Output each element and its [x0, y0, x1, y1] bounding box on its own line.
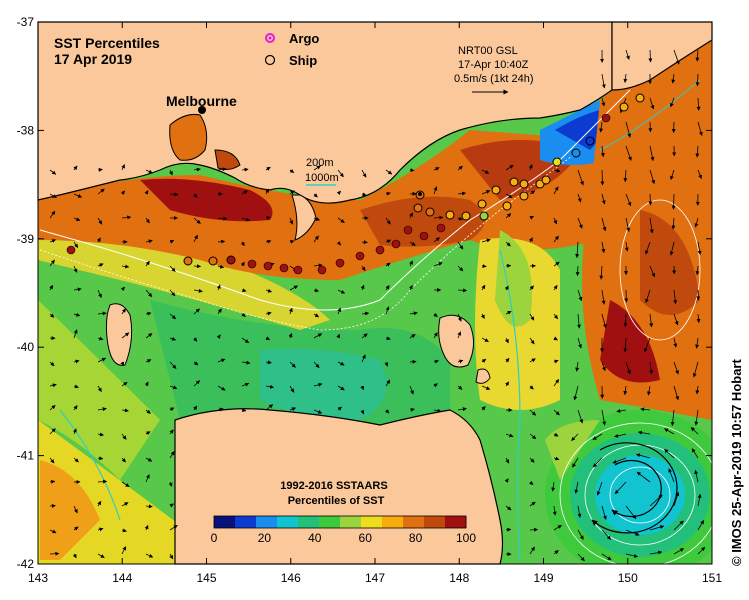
colorbar-tick-label: 20 — [258, 531, 272, 545]
colorbar-title: 1992-2016 SSTAARS — [280, 480, 387, 492]
colorbar-segment — [340, 516, 362, 528]
current-scale: 0.5m/s (1kt 24h) — [454, 73, 533, 85]
ship-label: Ship — [289, 53, 317, 68]
symbol-legend: Argo Ship — [264, 31, 319, 68]
current-time: 17-Apr 10:40Z — [458, 59, 529, 71]
x-tick-label: 143 — [28, 571, 48, 585]
y-tick-label: -38 — [17, 123, 35, 137]
y-tick-label: -40 — [17, 340, 35, 354]
depth-legend: 200m 1000m — [305, 157, 339, 186]
x-tick-label: 150 — [618, 571, 638, 585]
x-tick-label: 148 — [449, 571, 469, 585]
x-axis: 143 144 145 146 147 148 149 150 151 — [28, 22, 722, 585]
contour-200m-label: 200m — [306, 157, 334, 169]
contour-1000m-label: 1000m — [305, 172, 339, 184]
argo-label: Argo — [289, 31, 319, 46]
melbourne-marker — [198, 106, 206, 114]
colorbar-tick-label: 100 — [456, 531, 476, 545]
y-tick-label: -37 — [17, 15, 35, 29]
y-tick-label: -42 — [17, 557, 35, 571]
colorbar-subtitle: Percentiles of SST — [288, 495, 385, 507]
current-product: NRT00 GSL — [458, 45, 518, 57]
city-label: Melbourne — [166, 93, 237, 109]
colorbar-segment — [361, 516, 383, 528]
x-tick-label: 149 — [533, 571, 553, 585]
colorbar-segment — [235, 516, 257, 528]
colorbar-tick-label: 60 — [359, 531, 373, 545]
colorbar-tick-label: 80 — [409, 531, 423, 545]
colorbar-segment — [298, 516, 320, 528]
x-tick-label: 144 — [112, 571, 132, 585]
y-tick-label: -39 — [17, 232, 35, 246]
colorbar-segment — [424, 516, 446, 528]
map-title: SST Percentiles — [54, 35, 160, 51]
colorbar: 1992-2016 SSTAARS Percentiles of SST 0 20… — [211, 480, 477, 545]
credit-text: © IMOS 25-Apr-2019 10:57 Hobart — [729, 359, 744, 566]
colorbar-segment — [256, 516, 278, 528]
colorbar-segment — [382, 516, 404, 528]
colorbar-tick-label: 40 — [308, 531, 322, 545]
x-tick-label: 145 — [196, 571, 216, 585]
map-date: 17 Apr 2019 — [54, 51, 132, 67]
colorbar-segment — [319, 516, 341, 528]
current-legend: NRT00 GSL 17-Apr 10:40Z 0.5m/s (1kt 24h) — [454, 45, 533, 95]
x-tick-label: 147 — [365, 571, 385, 585]
ship-symbol-icon — [264, 54, 276, 66]
colorbar-segment — [214, 516, 236, 528]
colorbar-segment — [277, 516, 299, 528]
x-tick-label: 146 — [281, 571, 301, 585]
colorbar-tick-label: 0 — [211, 531, 218, 545]
ship-observations — [66, 93, 645, 275]
colorbar-segment — [403, 516, 425, 528]
eddy-circulation — [591, 442, 678, 534]
y-tick-label: -41 — [17, 449, 35, 463]
colorbar-segment — [445, 516, 467, 528]
y-axis: -37 -38 -39 -40 -41 -42 — [17, 15, 712, 571]
current-vectors — [49, 49, 706, 562]
x-tick-label: 151 — [702, 571, 722, 585]
argo-symbol-icon — [265, 33, 275, 43]
